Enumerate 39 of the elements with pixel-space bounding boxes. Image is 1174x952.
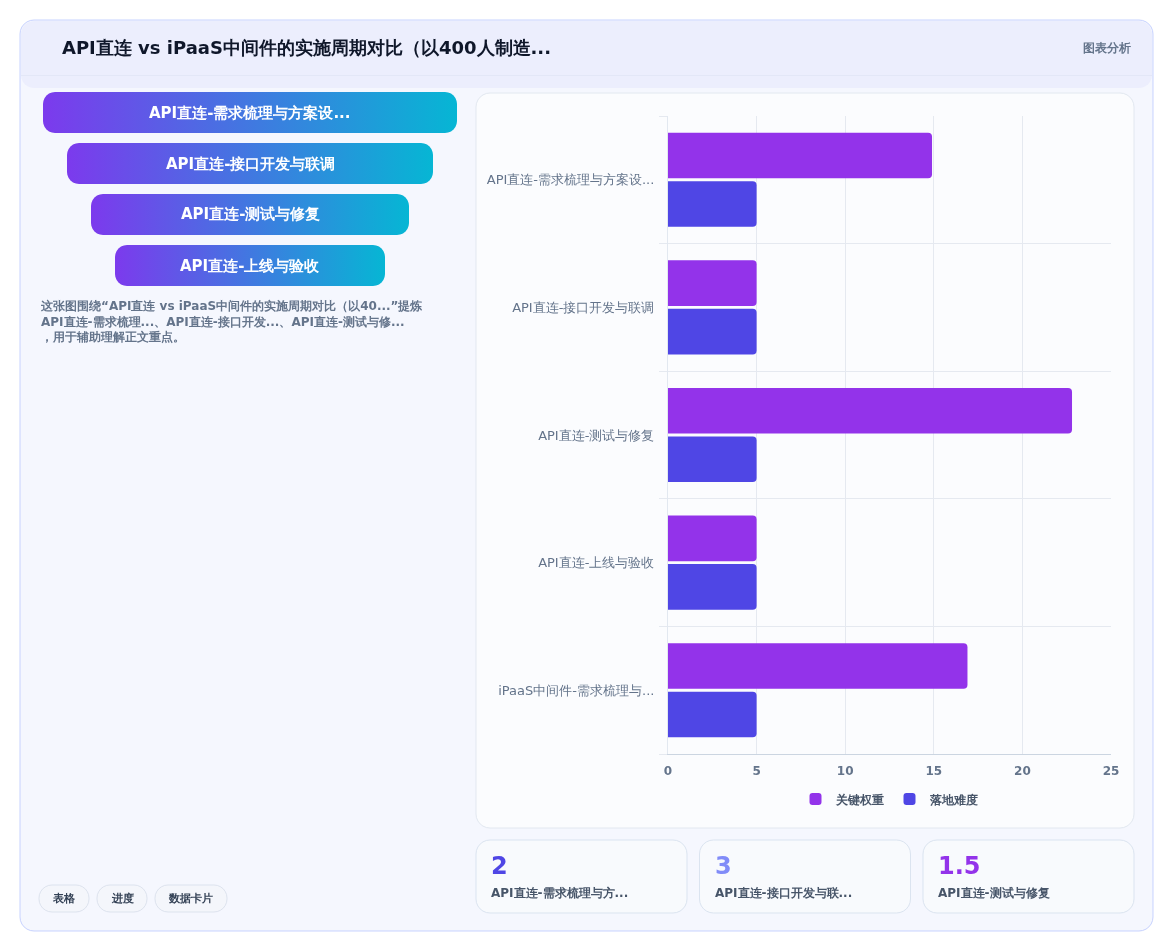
x-tick-label: 20 bbox=[1014, 764, 1031, 779]
text: API直连 vs iPaaS中间件的实施周期对比（以400人制造... bbox=[62, 37, 552, 59]
bar bbox=[668, 260, 757, 306]
category-label: API直连-测试与修复 bbox=[181, 205, 321, 223]
bar bbox=[668, 515, 757, 562]
category-label: API直连-上线与验收 bbox=[180, 257, 321, 275]
y-tick-label: API直连-需求梳理与方案设... bbox=[486, 172, 655, 188]
text: 1.5 bbox=[938, 852, 981, 880]
text: API直连-需求梳理与方... bbox=[491, 886, 629, 900]
x-tick-label: 10 bbox=[836, 764, 854, 779]
bar bbox=[668, 643, 968, 689]
bar bbox=[668, 564, 757, 610]
bar bbox=[668, 387, 1073, 434]
text: 这张图围绕“API直连 vs iPaaS中间件的实施周期对比（以40...”提炼API直连-需求梳理...、API直连-接口开发...、API直连-测试与修...，用于辅助理解正文重点。 bbox=[40, 299, 424, 345]
y-tick-label: API直连-上线与验收 bbox=[538, 555, 655, 571]
text: 图表分析 bbox=[1083, 41, 1131, 55]
y-tick-label: iPaaS中间件-需求梳理与... bbox=[498, 682, 655, 698]
category-label: API直连-接口开发与联调 bbox=[166, 155, 336, 173]
text: 表格 bbox=[52, 892, 76, 905]
y-tick-label: API直连-接口开发与联调 bbox=[512, 299, 655, 315]
x-tick-label: 5 bbox=[752, 764, 761, 779]
text: 进度 bbox=[111, 892, 134, 905]
bar bbox=[668, 691, 757, 738]
text: 2 bbox=[491, 852, 508, 880]
bar bbox=[668, 436, 757, 483]
text: 数据卡片 bbox=[168, 892, 213, 905]
bar bbox=[668, 181, 757, 227]
legend-label: 落地难度 bbox=[928, 792, 978, 807]
x-tick-label: 0 bbox=[663, 764, 673, 779]
text: API直连-接口开发与联... bbox=[715, 886, 853, 900]
text: API直连-测试与修复 bbox=[938, 886, 1050, 900]
bar bbox=[668, 308, 757, 355]
x-tick-label: 15 bbox=[925, 764, 943, 779]
legend-label: 关键权重 bbox=[834, 792, 884, 807]
y-tick-label: API直连-测试与修复 bbox=[538, 427, 655, 443]
bar bbox=[668, 132, 933, 179]
category-label: API直连-需求梳理与方案设... bbox=[149, 104, 351, 122]
x-tick-label: 25 bbox=[1102, 764, 1120, 779]
text: 3 bbox=[715, 852, 732, 880]
